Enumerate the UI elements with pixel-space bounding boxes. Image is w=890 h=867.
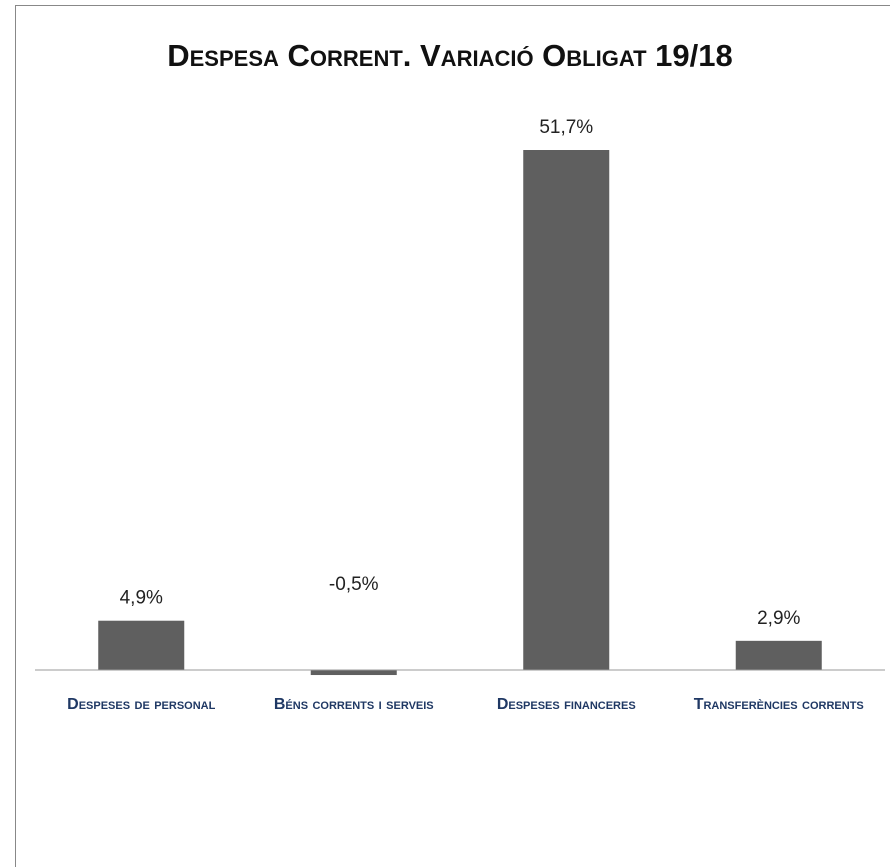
bar (310, 670, 397, 676)
value-label: -0,5% (329, 574, 379, 595)
value-label: 2,9% (757, 608, 800, 629)
x-tick-label: Béns corrents i serveis (273, 696, 434, 713)
bar (523, 150, 610, 670)
x-tick-label: Despeses de personal (67, 696, 216, 713)
chart-title: Despesa Corrent. Variació Obligat 19/18 (167, 38, 732, 73)
x-tick-label: Despeses financeres (496, 696, 636, 713)
x-tick-label: Transferències corrents (693, 696, 864, 713)
value-label: 51,7% (539, 117, 593, 138)
value-label: 4,9% (120, 588, 163, 609)
bar (98, 620, 185, 670)
bar (735, 640, 822, 670)
frame (15, 5, 890, 867)
